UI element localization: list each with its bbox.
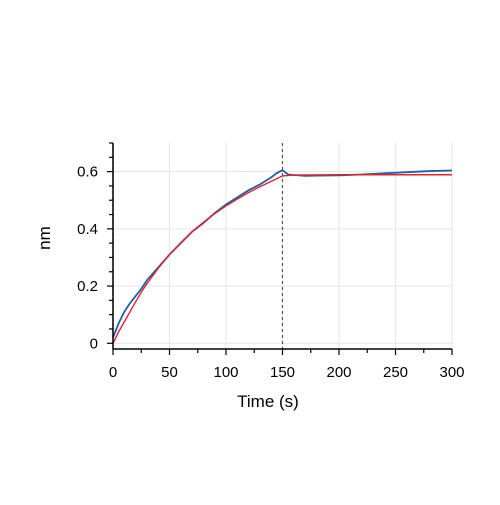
x-tick-label: 250 <box>383 364 408 381</box>
y-tick-label: 0.2 <box>77 278 98 295</box>
x-tick-label: 150 <box>270 364 295 381</box>
y-axis-title: nm <box>35 226 54 250</box>
x-axis-title: Time (s) <box>237 392 299 411</box>
x-tick-label: 200 <box>326 364 351 381</box>
x-tick-label: 300 <box>439 364 464 381</box>
y-tick-label: 0.6 <box>77 164 98 181</box>
vertical-markers <box>112 143 284 349</box>
y-tick-label: 0 <box>90 335 98 352</box>
x-tick-label: 0 <box>109 364 117 381</box>
x-tick-label: 100 <box>213 364 238 381</box>
axes: 0 50 100 150 200 250 300 0 0.2 0.4 0.6 <box>77 142 465 381</box>
series-group <box>112 169 453 344</box>
x-tick-label: 50 <box>161 364 178 381</box>
series-line-2 <box>112 174 452 344</box>
y-tick-label: 0.4 <box>77 221 98 238</box>
